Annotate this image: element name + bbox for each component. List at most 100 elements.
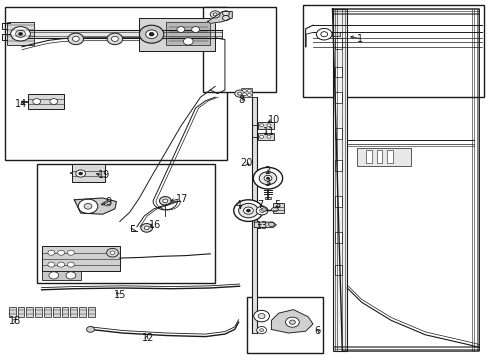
Text: 7: 7 <box>256 200 263 210</box>
Circle shape <box>58 262 64 267</box>
Circle shape <box>163 199 167 203</box>
Circle shape <box>33 99 41 104</box>
Polygon shape <box>61 307 68 317</box>
Circle shape <box>79 172 82 175</box>
Circle shape <box>242 89 246 92</box>
Circle shape <box>145 30 157 39</box>
Circle shape <box>11 27 30 41</box>
Polygon shape <box>365 150 371 163</box>
Polygon shape <box>70 307 77 317</box>
Polygon shape <box>334 67 342 77</box>
Circle shape <box>246 209 250 212</box>
Polygon shape <box>272 203 283 213</box>
Circle shape <box>259 209 264 212</box>
Polygon shape <box>332 9 346 351</box>
Circle shape <box>149 32 154 36</box>
Polygon shape <box>264 223 268 227</box>
Text: 3: 3 <box>264 178 270 188</box>
Circle shape <box>110 251 115 255</box>
Circle shape <box>78 199 98 213</box>
Text: 9: 9 <box>105 197 111 207</box>
Text: 13: 13 <box>256 221 268 231</box>
Circle shape <box>266 124 270 127</box>
Circle shape <box>106 248 118 257</box>
Polygon shape <box>334 196 342 207</box>
Circle shape <box>253 167 282 189</box>
Circle shape <box>72 36 79 41</box>
Polygon shape <box>28 94 63 109</box>
Circle shape <box>259 172 276 185</box>
Polygon shape <box>41 271 81 280</box>
Circle shape <box>191 27 199 32</box>
Text: 19: 19 <box>98 170 110 180</box>
Circle shape <box>268 222 274 226</box>
Text: 5: 5 <box>273 200 280 210</box>
Circle shape <box>49 272 59 279</box>
Polygon shape <box>334 92 342 103</box>
Circle shape <box>139 25 163 43</box>
Circle shape <box>247 94 251 96</box>
Polygon shape <box>9 307 16 317</box>
Text: 1: 1 <box>356 34 363 44</box>
Polygon shape <box>18 307 24 317</box>
Circle shape <box>213 13 217 16</box>
Polygon shape <box>258 122 273 129</box>
Circle shape <box>259 329 263 332</box>
Polygon shape <box>334 128 342 139</box>
Polygon shape <box>79 307 86 317</box>
Polygon shape <box>334 232 342 243</box>
Circle shape <box>107 33 122 45</box>
Polygon shape <box>203 7 276 92</box>
Polygon shape <box>254 222 276 228</box>
Polygon shape <box>166 22 210 45</box>
Text: 14: 14 <box>15 99 27 109</box>
Text: 17: 17 <box>176 194 188 204</box>
Circle shape <box>48 262 55 267</box>
Circle shape <box>253 310 269 322</box>
Circle shape <box>210 11 220 18</box>
Polygon shape <box>74 198 116 214</box>
Polygon shape <box>139 18 215 51</box>
Circle shape <box>259 124 263 127</box>
Text: 11: 11 <box>263 127 275 137</box>
Polygon shape <box>37 164 215 283</box>
Polygon shape <box>303 5 483 97</box>
Circle shape <box>289 320 295 324</box>
Circle shape <box>242 93 246 96</box>
Circle shape <box>183 38 193 45</box>
Polygon shape <box>252 97 257 333</box>
Text: 15: 15 <box>114 290 126 300</box>
Polygon shape <box>207 12 232 23</box>
Circle shape <box>144 226 149 230</box>
Polygon shape <box>246 297 322 353</box>
Circle shape <box>86 327 94 332</box>
Circle shape <box>238 203 258 218</box>
Polygon shape <box>376 150 382 163</box>
Circle shape <box>159 197 171 205</box>
Circle shape <box>16 30 25 37</box>
Circle shape <box>111 36 118 41</box>
Text: 20: 20 <box>240 158 252 168</box>
Circle shape <box>66 272 76 279</box>
Text: 16: 16 <box>149 220 161 230</box>
Polygon shape <box>270 208 278 211</box>
Circle shape <box>261 208 266 211</box>
Polygon shape <box>332 9 478 351</box>
Polygon shape <box>271 310 312 333</box>
Circle shape <box>258 314 264 319</box>
Circle shape <box>141 224 152 232</box>
Circle shape <box>84 203 92 209</box>
Polygon shape <box>331 32 339 36</box>
Polygon shape <box>72 164 105 182</box>
Polygon shape <box>12 30 222 38</box>
Text: 18: 18 <box>9 316 21 326</box>
Circle shape <box>266 135 270 138</box>
Circle shape <box>222 15 229 21</box>
Circle shape <box>234 90 244 97</box>
Polygon shape <box>386 150 392 163</box>
Polygon shape <box>35 307 42 317</box>
Polygon shape <box>41 246 120 271</box>
Circle shape <box>177 27 184 32</box>
Circle shape <box>19 32 22 35</box>
Circle shape <box>247 89 251 92</box>
